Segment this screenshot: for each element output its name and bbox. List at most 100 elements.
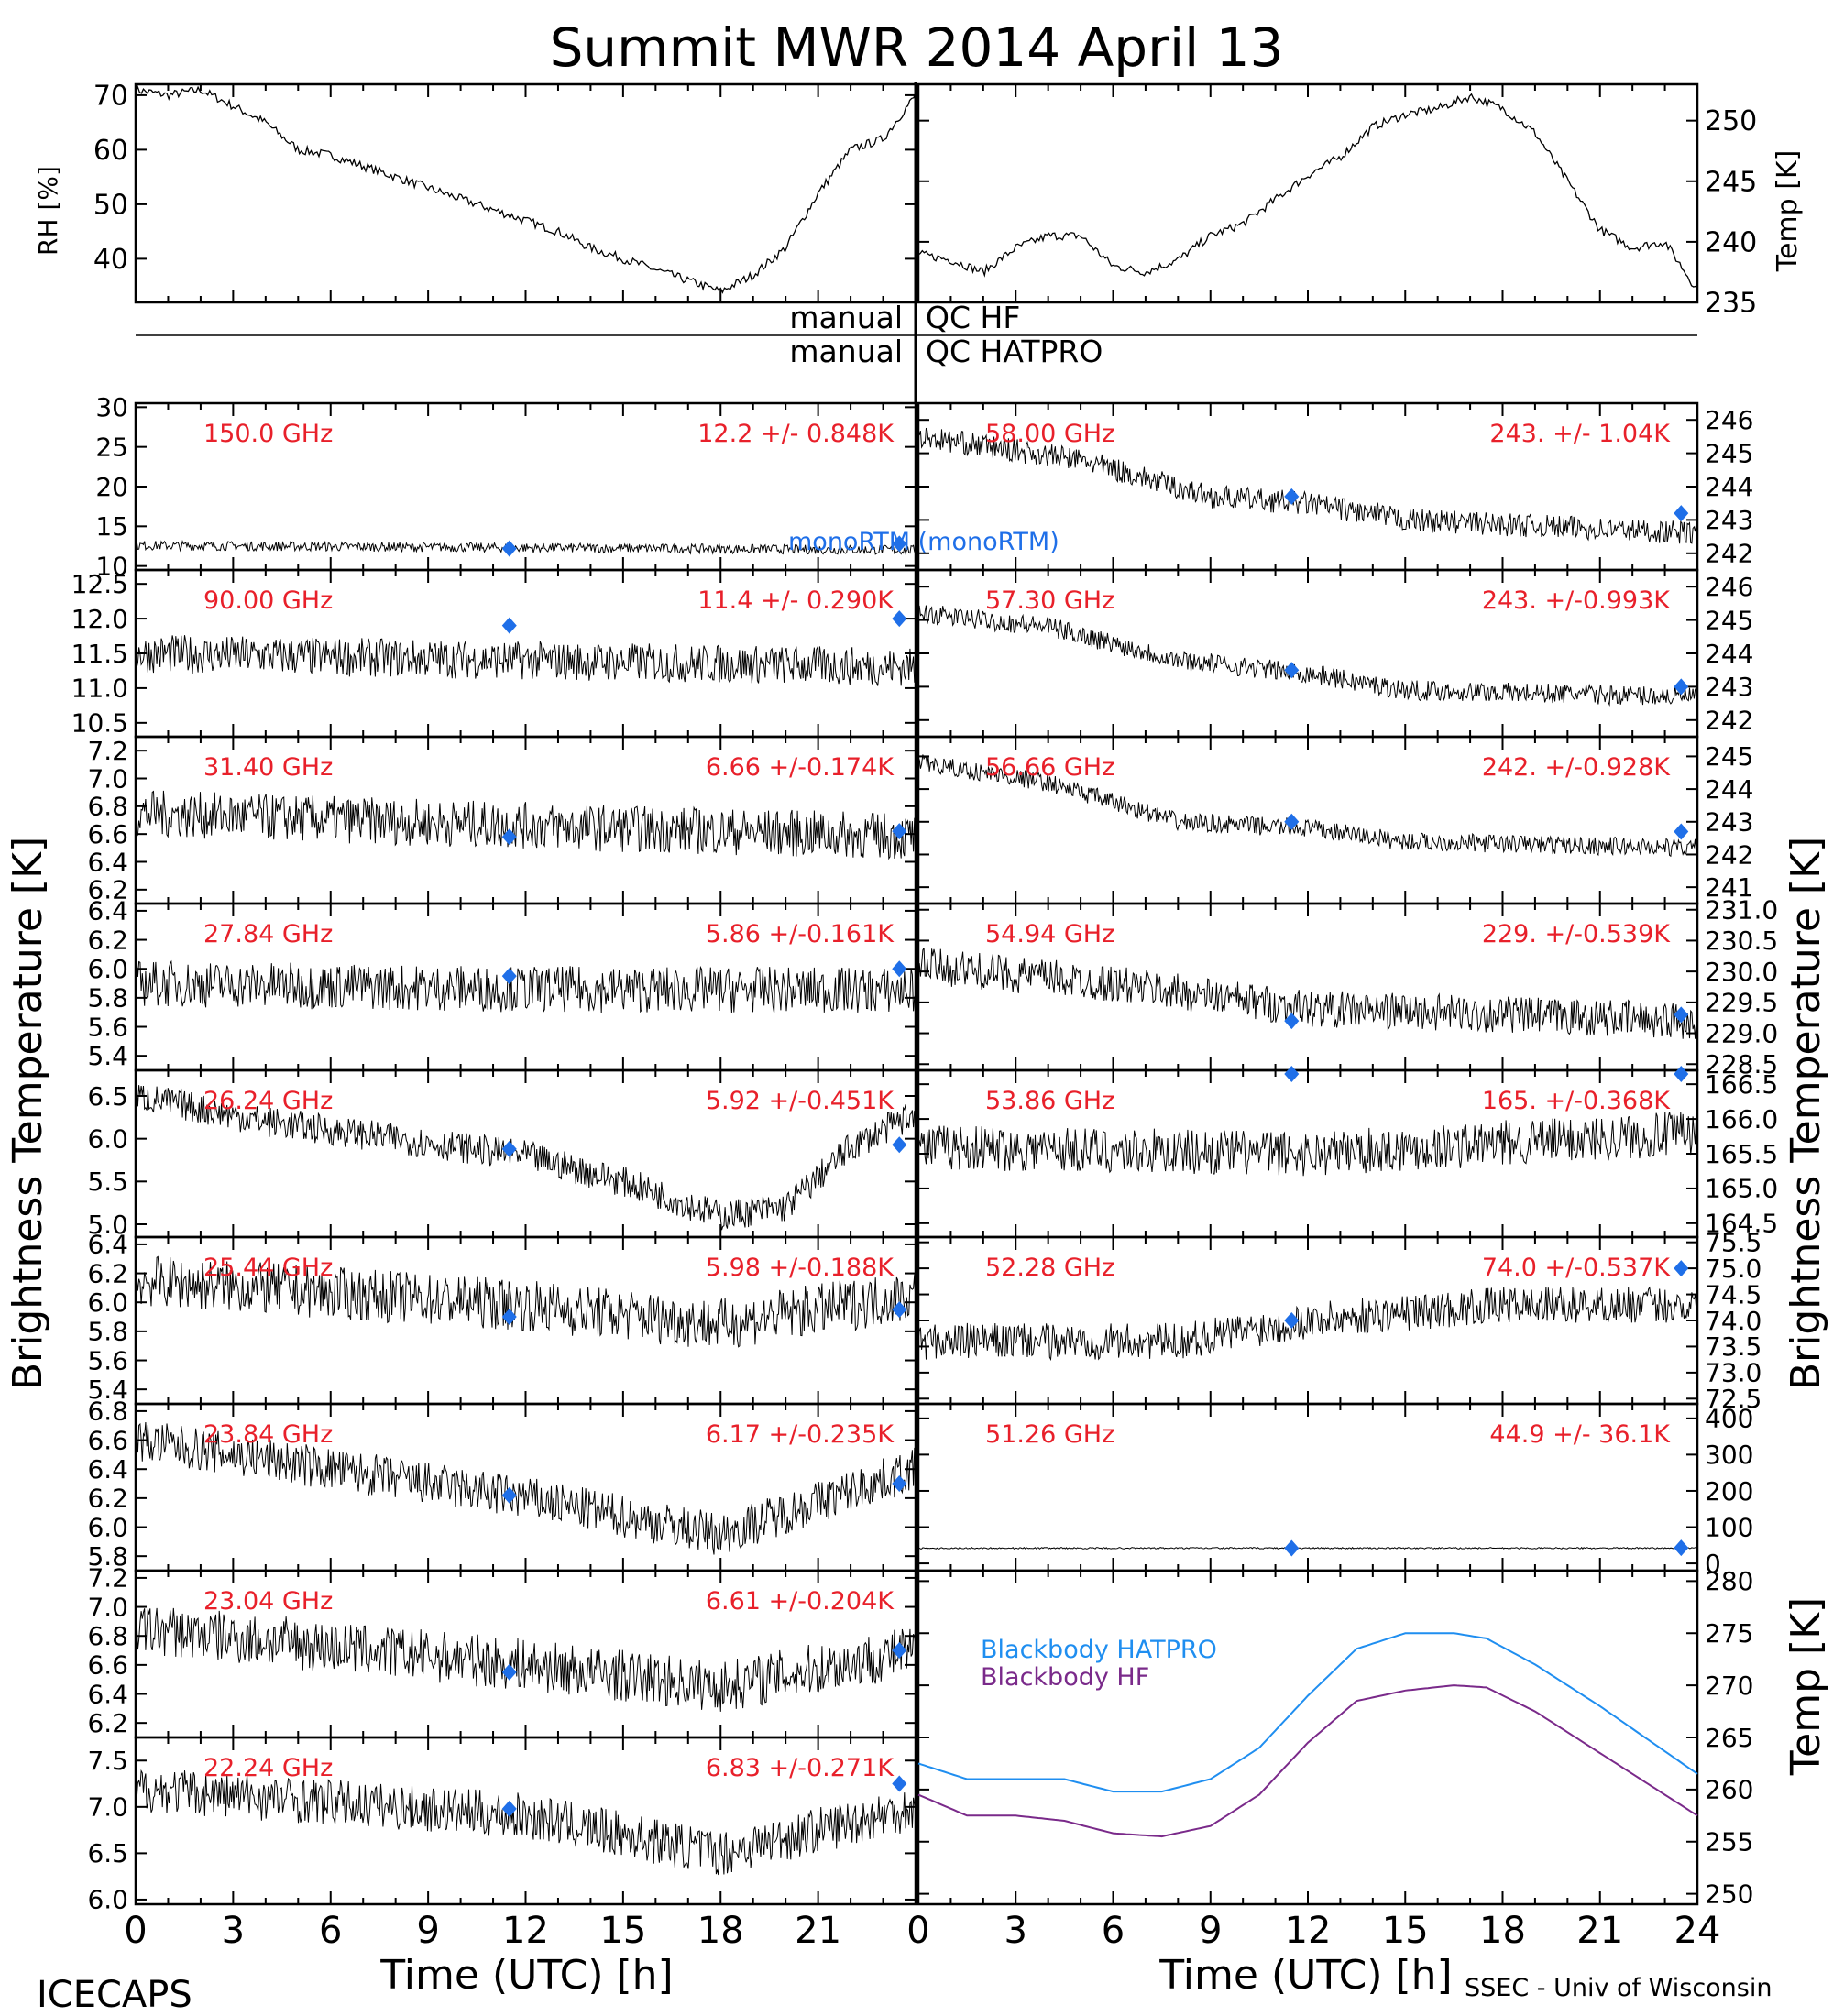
brightness-temperature-trace: [135, 1255, 916, 1348]
model-marker: [501, 1486, 517, 1504]
x-tick-label: 0: [906, 1910, 929, 1952]
y-tick-label: 5.8: [87, 1317, 128, 1347]
y-tick-label: 20: [95, 472, 128, 502]
channel-statistic: 242. +/-0.928K: [1482, 753, 1671, 782]
model-marker: [501, 540, 517, 557]
y-tick-label: 74.5: [1705, 1279, 1762, 1309]
x-tick-label: 18: [1479, 1910, 1526, 1952]
y-tick-label: 10.5: [71, 708, 128, 739]
channel-frequency: 57.30 GHz: [985, 586, 1114, 615]
channel-frequency: 26.24 GHz: [203, 1087, 333, 1115]
channel-frequency: 54.94 GHz: [985, 920, 1114, 948]
y-tick-label: 25: [95, 432, 128, 462]
temp-axis-label: Temp [K]: [1772, 150, 1804, 273]
y-tick-label: 242: [1705, 839, 1753, 870]
y-tick-label: 230.5: [1705, 926, 1778, 956]
model-marker: [501, 1663, 517, 1681]
model-marker: [1284, 488, 1300, 505]
y-tick-label: 229.5: [1705, 988, 1778, 1018]
y-tick-label: 6.2: [87, 925, 128, 955]
model-marker: [1284, 1066, 1300, 1082]
y-tick-label: 265: [1705, 1723, 1753, 1753]
y-tick-label: 15: [95, 511, 128, 542]
channel-panel-left: 10 15 20 25 30 150.0 GHz 12.2 +/- 0.848K monoRT…: [95, 392, 1059, 581]
channel-statistic: 74.0 +/-0.537K: [1482, 1254, 1671, 1282]
y-tick-label: 230.0: [1705, 957, 1778, 987]
y-tick-label: 242: [1705, 539, 1753, 569]
x-tick-label: 24: [1674, 1910, 1721, 1952]
y-tick-label: 6.4: [87, 1454, 128, 1485]
y-tick-label: 245: [1705, 438, 1753, 468]
y-tick-label: 400: [1705, 1404, 1753, 1434]
y-tick-label: 100: [1705, 1512, 1753, 1542]
x-tick-label: 15: [1382, 1910, 1429, 1952]
y-tick-label: 275: [1705, 1618, 1753, 1649]
brightness-temperature-trace: [917, 427, 1698, 544]
y-tick-label: 6.2: [87, 875, 128, 905]
channel-statistic: 12.2 +/- 0.848K: [697, 420, 895, 448]
brightness-temperature-trace: [135, 1607, 916, 1712]
model-marker: [892, 535, 907, 553]
brightness-temperature-trace: [917, 754, 1698, 858]
y-tick-label: 7.0: [87, 1592, 128, 1622]
model-marker: [1674, 1006, 1689, 1024]
blackbody-frame: [916, 1569, 1699, 1906]
y-tick-label: 243: [1705, 672, 1753, 702]
left-x-axis-label: Time (UTC) [h]: [379, 1952, 673, 1999]
x-tick-label: 9: [1199, 1910, 1222, 1952]
y-tick-label: 5.8: [87, 983, 128, 1013]
y-tick-label: 6.5: [87, 1838, 128, 1868]
y-tick-label: 231.0: [1705, 895, 1778, 926]
y-tick-label: 250: [1705, 105, 1757, 137]
qc-hatpro-left-label: manual: [789, 334, 903, 369]
brightness-temperature-trace: [135, 1767, 916, 1876]
model-marker: [892, 610, 907, 628]
channel-statistic: 243. +/- 1.04K: [1489, 420, 1671, 448]
model-marker: [1674, 1066, 1689, 1082]
channel-panel-left: 5.86.06.26.46.66.8 23.84 GHz 6.17 +/-0.235…: [87, 1397, 917, 1572]
channel-statistic: 6.83 +/-0.271K: [706, 1754, 895, 1782]
right-x-axis-label: Time (UTC) [h]: [1158, 1952, 1452, 1999]
channel-panel-right: 0 100 200 300 400 51.26 GHz 44.9 +/- 36.1K: [916, 1402, 1753, 1579]
x-tick-label: 21: [795, 1910, 841, 1952]
brightness-temperature-trace: [135, 635, 916, 686]
channel-panel-left: 6.0 6.5 7.0 7.5 22.24 GHz 6.83 +/-0.271K: [87, 1736, 917, 1915]
y-tick-label: 7.0: [87, 1792, 128, 1823]
y-tick-label: 5.8: [87, 1541, 128, 1572]
y-tick-label: 245: [1705, 605, 1753, 635]
channel-panel-left: 5.45.65.86.06.26.4 25.44 GHz 5.98 +/-0.188…: [87, 1230, 917, 1406]
bb-temp-axis-label: Temp [K]: [1783, 1597, 1829, 1776]
model-marker: [1284, 1539, 1300, 1557]
channel-panel-left: 10.5 11.0 11.5 12.0 12.5 90.00 GHz 11.4 +/- 0.…: [71, 568, 917, 739]
brightness-temperature-trace: [135, 539, 916, 555]
y-tick-label: 6.2: [87, 1258, 128, 1288]
y-tick-label: 6.8: [87, 1621, 128, 1651]
blackbody-plot: 250 255 260 265 270 275 280 Blackbody HATPROBla…: [916, 1566, 1753, 1909]
y-tick-label: 6.5: [87, 1081, 128, 1112]
y-tick-label: 240: [1705, 226, 1757, 258]
y-tick-label: 166.0: [1705, 1104, 1778, 1134]
channel-frequency: 51.26 GHz: [985, 1420, 1114, 1449]
channel-frequency: 58.00 GHz: [985, 420, 1114, 448]
y-tick-label: 165.5: [1705, 1139, 1778, 1169]
y-tick-label: 246: [1705, 405, 1753, 435]
y-tick-label: 241: [1705, 872, 1753, 903]
model-marker: [1674, 1260, 1689, 1277]
y-tick-label: 5.0: [87, 1210, 128, 1240]
footer-right: SSEC - Univ of Wisconsin: [1465, 1974, 1772, 2002]
model-marker: [501, 1309, 517, 1326]
y-tick-label: 12.0: [71, 604, 128, 634]
model-marker: [501, 617, 517, 634]
y-tick-label: 280: [1705, 1566, 1753, 1596]
model-marker: [1284, 1013, 1300, 1030]
y-tick-label: 7.2: [87, 1563, 128, 1594]
y-tick-label: 7.2: [87, 736, 128, 766]
y-tick-label: 50: [93, 189, 128, 221]
channel-frequency: 52.28 GHz: [985, 1254, 1114, 1282]
channel-statistic: 5.92 +/-0.451K: [706, 1087, 895, 1115]
left-channel-panels: 10 15 20 25 30 150.0 GHz 12.2 +/- 0.848K monoRT…: [71, 392, 1059, 1915]
channel-statistic: 5.86 +/-0.161K: [706, 920, 895, 948]
y-tick-label: 0: [1705, 1549, 1721, 1579]
blackbody-series-line: [917, 1684, 1698, 1838]
